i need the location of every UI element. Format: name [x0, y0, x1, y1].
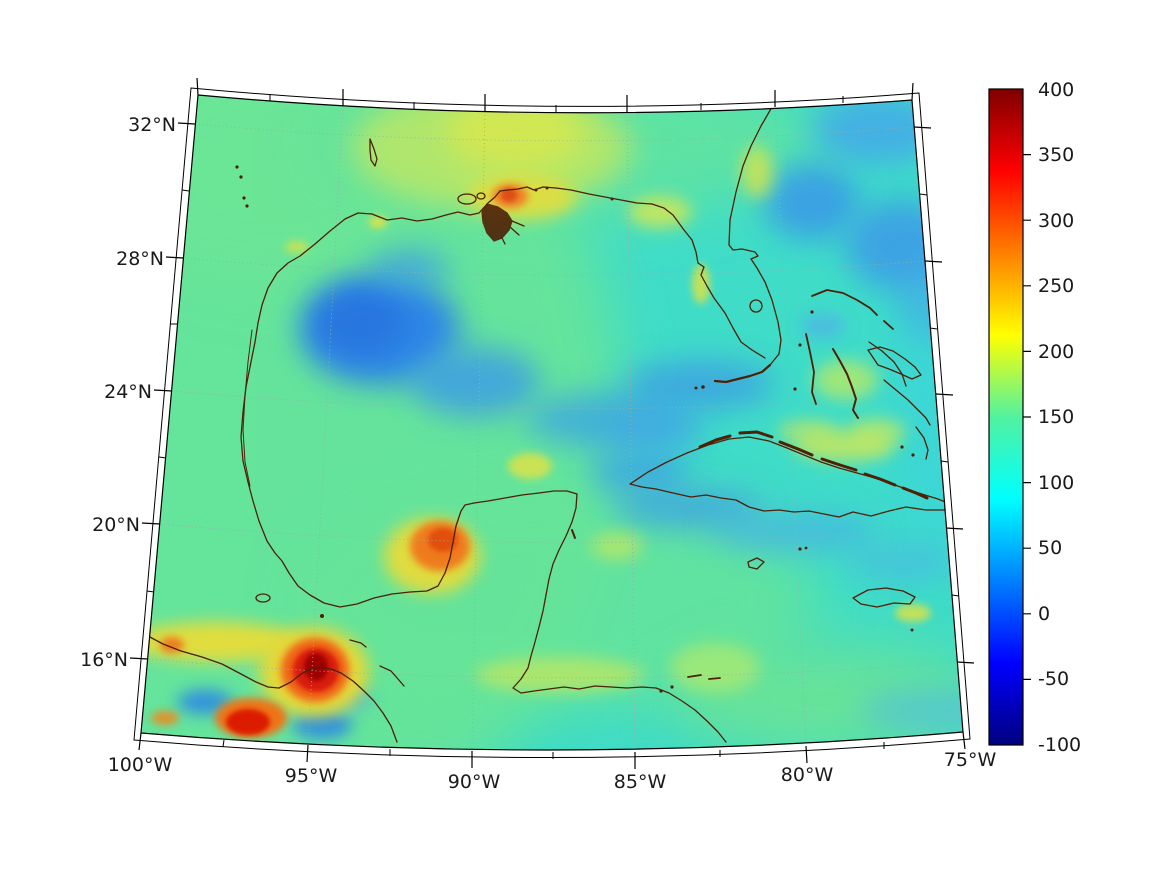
lon-tick-label: 85°W	[614, 771, 667, 793]
andros-island	[805, 333, 817, 405]
longitude-labels: 100°W 95°W 90°W 85°W 80°W 75°W	[108, 749, 997, 793]
graticule	[147, 105, 958, 750]
colorbar-tick-label: 250	[1038, 275, 1074, 297]
frame-inner	[140, 94, 964, 751]
small-islands	[235, 165, 915, 693]
lake-pontchartrain	[457, 193, 477, 205]
lat-tick-label: 20°N	[92, 514, 140, 536]
jamaica-coast	[852, 587, 916, 608]
frame-dividers	[146, 94, 960, 759]
heat-field	[141, 95, 963, 750]
latitude-labels: 32°N 28°N 24°N 20°N 16°N	[80, 114, 176, 671]
lat-tick-label: 24°N	[104, 381, 152, 403]
lon-tick-label: 75°W	[944, 749, 997, 771]
frame-outer	[133, 87, 971, 758]
colorbar-labels: 400 350 300 250 200 150 100 50 0 -50 -10…	[1038, 79, 1081, 756]
isla-juventud	[747, 557, 765, 570]
colorbar-tick-label: 100	[1038, 472, 1074, 494]
colorbar-tick-label: 200	[1038, 341, 1074, 363]
lake-okeechobee	[749, 299, 763, 313]
axis-ticks	[129, 77, 975, 769]
lon-tick-label: 80°W	[781, 764, 834, 786]
cuba-north-keys	[698, 430, 929, 500]
lon-tick-label: 95°W	[285, 765, 338, 787]
lat-tick-label: 16°N	[80, 649, 128, 671]
colorbar-tick-label: 50	[1038, 537, 1062, 559]
colorbar-tick-label: 400	[1038, 79, 1074, 101]
cuba-coast	[629, 436, 951, 518]
colorbar-tick-label: 150	[1038, 406, 1074, 428]
colorbar-tick-label: -100	[1038, 734, 1081, 756]
map-frame	[129, 77, 975, 769]
colorbar-ticks	[1023, 154, 1031, 680]
colorbar-tick-label: 0	[1038, 603, 1050, 625]
lat-tick-label: 32°N	[128, 114, 176, 136]
colorbar-tick-label: 300	[1038, 210, 1074, 232]
lon-tick-label: 100°W	[108, 754, 173, 776]
colorbar-tick-label: -50	[1038, 668, 1069, 690]
coastlines	[147, 106, 963, 743]
colorbar-gradient	[988, 88, 1024, 746]
colorbar-tick-label: 350	[1038, 144, 1074, 166]
lon-tick-label: 90°W	[448, 771, 501, 793]
lat-tick-label: 28°N	[116, 248, 164, 270]
colorbar: 400 350 300 250 200 150 100 50 0 -50 -10…	[988, 79, 1081, 756]
